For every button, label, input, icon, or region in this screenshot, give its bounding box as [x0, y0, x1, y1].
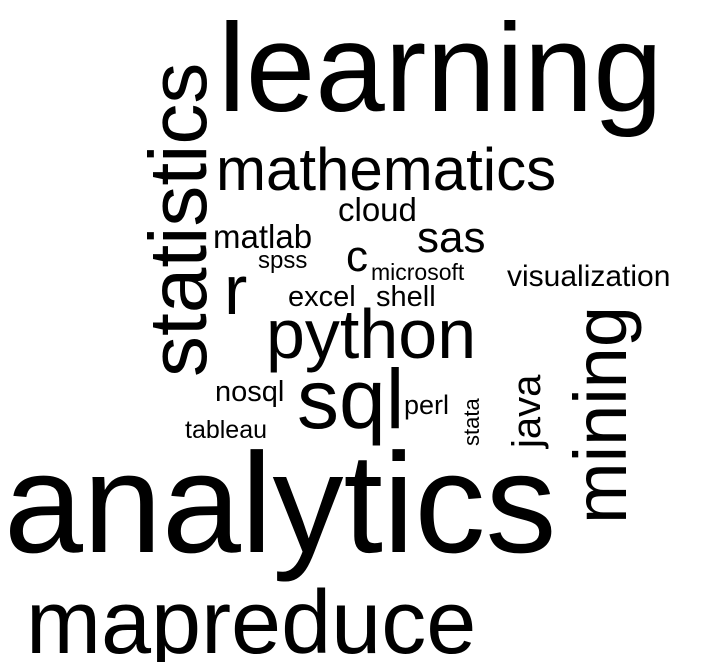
- word-learning: learning: [218, 0, 663, 138]
- word-nosql: nosql: [215, 376, 285, 408]
- word-mapreduce: mapreduce: [26, 573, 477, 662]
- word-c: c: [346, 232, 368, 281]
- word-mathematics: mathematics: [216, 136, 557, 203]
- word-cloud: cloud: [338, 191, 417, 228]
- word-java: java: [505, 374, 549, 448]
- word-tableau: tableau: [185, 416, 268, 444]
- word-r: r: [224, 251, 248, 329]
- word-matlab: matlab: [213, 218, 313, 255]
- word-analytics: analytics: [4, 424, 557, 583]
- word-microsoft: microsoft: [371, 259, 465, 285]
- word-sas: sas: [417, 213, 486, 262]
- word-visualization: visualization: [507, 260, 671, 293]
- word-stata: stata: [459, 398, 484, 446]
- word-statistics: statistics: [133, 62, 224, 377]
- word-mining: mining: [559, 306, 642, 524]
- word-sql: sql: [297, 352, 405, 446]
- word-perl: perl: [404, 390, 450, 420]
- word-shell: shell: [376, 281, 436, 313]
- word-excel: excel: [288, 281, 356, 313]
- word-spss: spss: [258, 247, 308, 274]
- word-python: python: [266, 295, 477, 373]
